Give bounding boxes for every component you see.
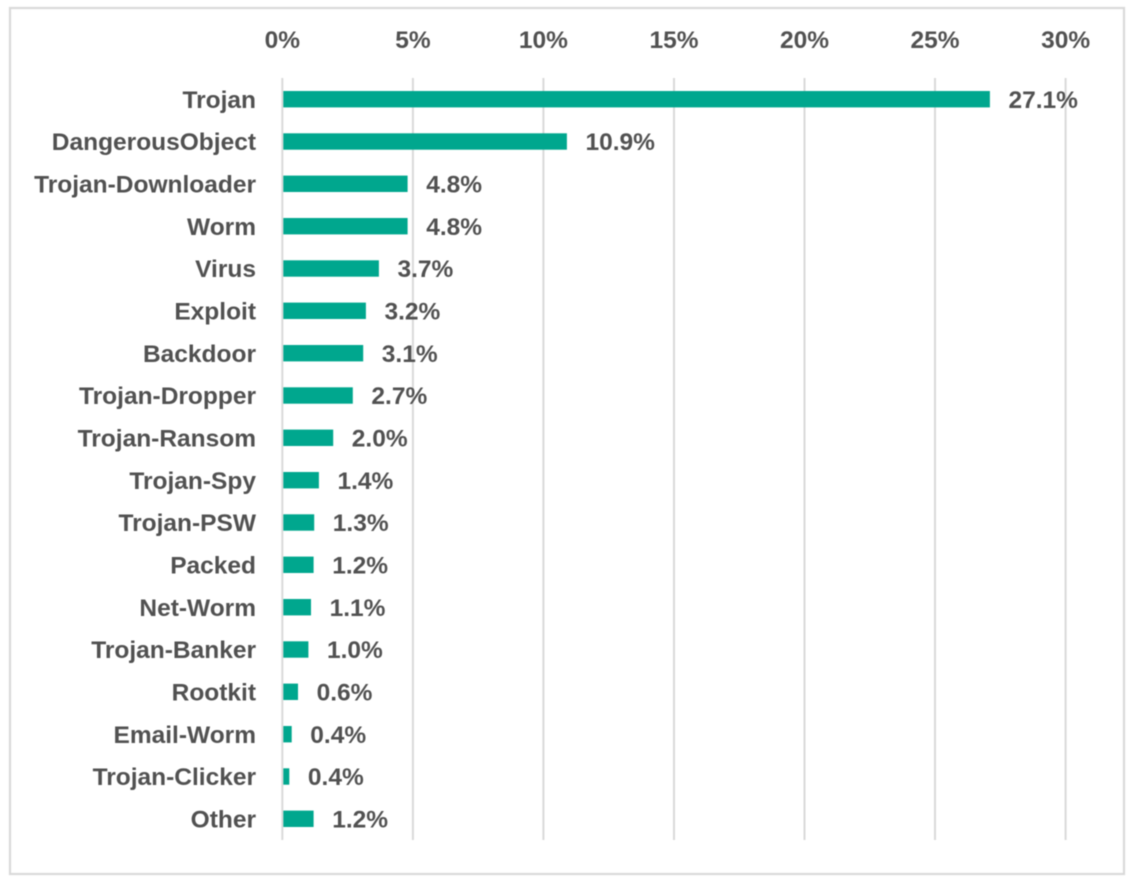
svg-text:15%: 15% <box>649 27 698 54</box>
svg-text:4.8%: 4.8% <box>426 172 482 199</box>
svg-text:Trojan: Trojan <box>182 87 256 114</box>
svg-text:2.7%: 2.7% <box>371 383 427 410</box>
svg-text:0%: 0% <box>265 27 301 54</box>
svg-text:10%: 10% <box>519 27 568 54</box>
svg-text:Trojan-Spy: Trojan-Spy <box>129 468 256 495</box>
svg-text:Trojan-Clicker: Trojan-Clicker <box>93 764 257 791</box>
svg-text:0.4%: 0.4% <box>308 764 364 791</box>
svg-text:0.4%: 0.4% <box>310 722 366 749</box>
svg-text:Packed: Packed <box>170 553 256 580</box>
svg-text:Worm: Worm <box>187 214 256 241</box>
svg-text:3.7%: 3.7% <box>398 256 454 283</box>
svg-text:25%: 25% <box>910 27 959 54</box>
svg-text:20%: 20% <box>780 27 829 54</box>
svg-text:DangerousObject: DangerousObject <box>52 129 256 156</box>
svg-text:Backdoor: Backdoor <box>143 341 256 368</box>
svg-text:Rootkit: Rootkit <box>172 680 256 707</box>
svg-text:1.0%: 1.0% <box>327 637 383 664</box>
svg-text:5%: 5% <box>395 27 431 54</box>
svg-text:Trojan-PSW: Trojan-PSW <box>119 510 257 537</box>
svg-text:Exploit: Exploit <box>174 299 256 326</box>
svg-text:1.2%: 1.2% <box>332 553 388 580</box>
svg-text:Other: Other <box>191 807 257 834</box>
svg-text:1.2%: 1.2% <box>332 807 388 834</box>
svg-text:Trojan-Banker: Trojan-Banker <box>91 637 256 664</box>
svg-text:4.8%: 4.8% <box>426 214 482 241</box>
svg-text:3.1%: 3.1% <box>382 341 438 368</box>
svg-text:2.0%: 2.0% <box>352 426 408 453</box>
svg-text:10.9%: 10.9% <box>586 129 656 156</box>
svg-text:27.1%: 27.1% <box>1009 87 1079 114</box>
svg-text:Trojan-Dropper: Trojan-Dropper <box>79 383 256 410</box>
svg-text:30%: 30% <box>1041 27 1090 54</box>
svg-text:Email-Worm: Email-Worm <box>114 722 257 749</box>
svg-text:3.2%: 3.2% <box>385 299 441 326</box>
svg-text:1.1%: 1.1% <box>330 595 386 622</box>
svg-text:1.3%: 1.3% <box>333 510 389 537</box>
svg-text:Net-Worm: Net-Worm <box>139 595 256 622</box>
svg-text:Virus: Virus <box>195 256 256 283</box>
svg-text:Trojan-Ransom: Trojan-Ransom <box>78 426 256 453</box>
svg-text:0.6%: 0.6% <box>317 680 373 707</box>
svg-text:1.4%: 1.4% <box>338 468 394 495</box>
svg-text:Trojan-Downloader: Trojan-Downloader <box>34 172 256 199</box>
